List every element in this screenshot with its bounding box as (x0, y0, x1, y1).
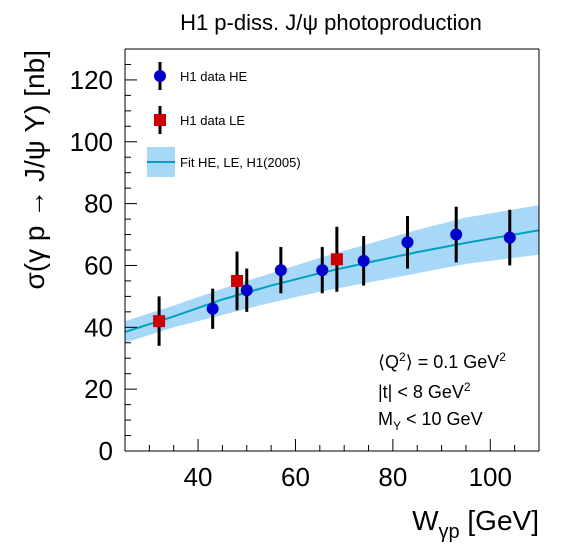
x-tick-label: 60 (281, 462, 310, 492)
chart-title: H1 p-diss. J/ψ photoproduction (180, 10, 482, 35)
x-tick-label: 80 (378, 462, 407, 492)
legend-le-marker (154, 114, 166, 126)
y-tick-label: 80 (84, 189, 113, 219)
data-point-le (231, 274, 244, 287)
axes: 0 20 40 60 80 100 120 40 60 80 100 (70, 48, 540, 492)
data-point-he (503, 231, 516, 244)
fit-band (125, 205, 539, 343)
y-tick-label: 20 (84, 374, 113, 404)
data-point-le (330, 253, 343, 266)
data-point-he (206, 302, 219, 315)
legend-fit-label: Fit HE, LE, H1(2005) (180, 155, 301, 170)
legend: H1 data HE H1 data LE Fit HE, LE, H1(2005) (147, 62, 301, 177)
data-point-he (357, 254, 370, 267)
annotations: ⟨Q2⟩ = 0.1 GeV2 |t| < 8 GeV2 MY < 10 GeV (378, 350, 506, 433)
annotation-q2: ⟨Q2⟩ = 0.1 GeV2 (378, 350, 506, 372)
y-tick-label: 120 (70, 65, 113, 95)
data-point-he (401, 236, 414, 249)
x-tick-label: 100 (469, 462, 512, 492)
data-point-he (240, 284, 253, 297)
y-tick-label: 40 (84, 312, 113, 342)
x-tick-label: 40 (184, 462, 213, 492)
x-axis-label: Wγp [GeV] (412, 505, 539, 543)
y-tick-label: 0 (99, 436, 113, 466)
annotation-t: |t| < 8 GeV2 (378, 380, 471, 402)
data-point-le (153, 315, 166, 328)
y-tick-label: 60 (84, 250, 113, 280)
legend-he-label: H1 data HE (180, 69, 248, 84)
data-point-he (274, 264, 287, 277)
fit-band-layer (125, 205, 539, 343)
legend-he-marker (154, 70, 166, 82)
data-point-he (316, 264, 329, 277)
data-points (153, 206, 516, 346)
annotation-my: MY < 10 GeV (378, 409, 483, 433)
y-axis-label: σ(γ p → J/ψ Y) [nb] (19, 50, 50, 290)
data-point-he (450, 228, 463, 241)
legend-le-label: H1 data LE (180, 113, 245, 128)
y-tick-label: 100 (70, 127, 113, 157)
